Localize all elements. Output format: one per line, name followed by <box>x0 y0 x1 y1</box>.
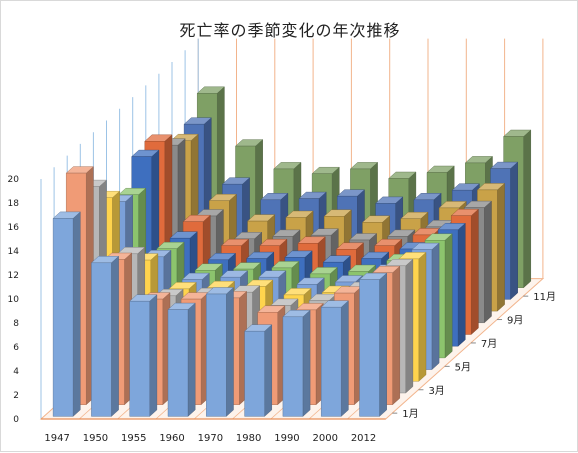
bar-front <box>52 218 74 417</box>
bar-front <box>129 301 150 417</box>
bar-side <box>264 324 272 417</box>
bar-side <box>111 255 119 417</box>
x-tick-label: 1950 <box>83 433 108 444</box>
y-tick-label: 20 <box>8 175 20 185</box>
bar-front <box>91 262 112 417</box>
depth-tick-label: 1月 <box>402 408 418 420</box>
y-tick-label: 12 <box>8 271 19 281</box>
bars <box>52 86 532 417</box>
y-tick-label: 6 <box>13 343 19 353</box>
bar-side <box>431 242 440 371</box>
x-tick-label: 2012 <box>351 433 376 444</box>
bar-side <box>523 129 531 289</box>
y-tick-label: 8 <box>13 319 19 329</box>
bar <box>167 302 196 417</box>
bar-side <box>444 233 453 359</box>
bar-side <box>418 251 427 382</box>
bar-front <box>167 309 189 417</box>
bar-side <box>379 272 387 417</box>
bar-side <box>471 208 479 335</box>
x-tick-label: 1955 <box>121 433 146 444</box>
y-tick-label: 18 <box>8 199 20 209</box>
y-axis: 0 2 4 6 8 10 12 14 16 18 20 <box>8 175 20 425</box>
bar-side <box>484 200 492 324</box>
bar-front <box>321 307 342 417</box>
x-tick-label: 1970 <box>198 433 223 444</box>
depth-tick-label: 7月 <box>481 338 497 350</box>
bar-side <box>302 309 311 417</box>
bar-front <box>282 316 304 417</box>
bar <box>282 309 311 417</box>
bar-front <box>244 331 265 417</box>
bar-front <box>359 279 380 417</box>
x-tick-label: 1980 <box>236 433 261 444</box>
bar-side <box>149 294 158 417</box>
bar-side <box>392 265 400 406</box>
bar-front <box>206 293 227 417</box>
bar <box>244 324 273 417</box>
bar-side <box>457 222 466 347</box>
y-tick-label: 16 <box>8 223 20 233</box>
bar <box>52 211 81 417</box>
x-tick-label: 1960 <box>159 433 184 444</box>
bar-side <box>341 300 349 417</box>
bar-side <box>497 182 505 312</box>
bar <box>358 272 388 417</box>
y-tick-label: 4 <box>13 367 19 377</box>
bar-side <box>405 258 414 394</box>
bar-side <box>226 287 234 417</box>
bar <box>90 255 120 417</box>
bar-side <box>510 161 518 300</box>
bar <box>320 300 349 417</box>
x-tick-label: 1990 <box>274 433 299 444</box>
y-tick-label: 10 <box>8 295 20 305</box>
depth-axis: 1月 3月 5月 7月 9月 11月 <box>392 291 556 420</box>
bar <box>129 294 158 417</box>
bar <box>205 287 235 417</box>
depth-tick-label: 11月 <box>533 291 556 303</box>
bar-side <box>187 302 196 417</box>
bar-side <box>72 211 81 417</box>
y-tick-label: 2 <box>13 391 19 401</box>
x-tick-label: 2000 <box>313 433 338 444</box>
chart-title: 死亡率の季節変化の年次推移 <box>179 21 401 40</box>
x-tick-label: 1947 <box>44 433 69 444</box>
depth-tick-label: 9月 <box>507 315 523 327</box>
x-axis: 1947 1950 1955 1960 1970 1980 1990 2000 2012 <box>44 433 376 444</box>
y-tick-label: 0 <box>13 415 19 425</box>
depth-tick-label: 3月 <box>428 385 444 397</box>
depth-tick-label: 5月 <box>455 361 471 373</box>
y-tick-label: 14 <box>8 247 20 257</box>
